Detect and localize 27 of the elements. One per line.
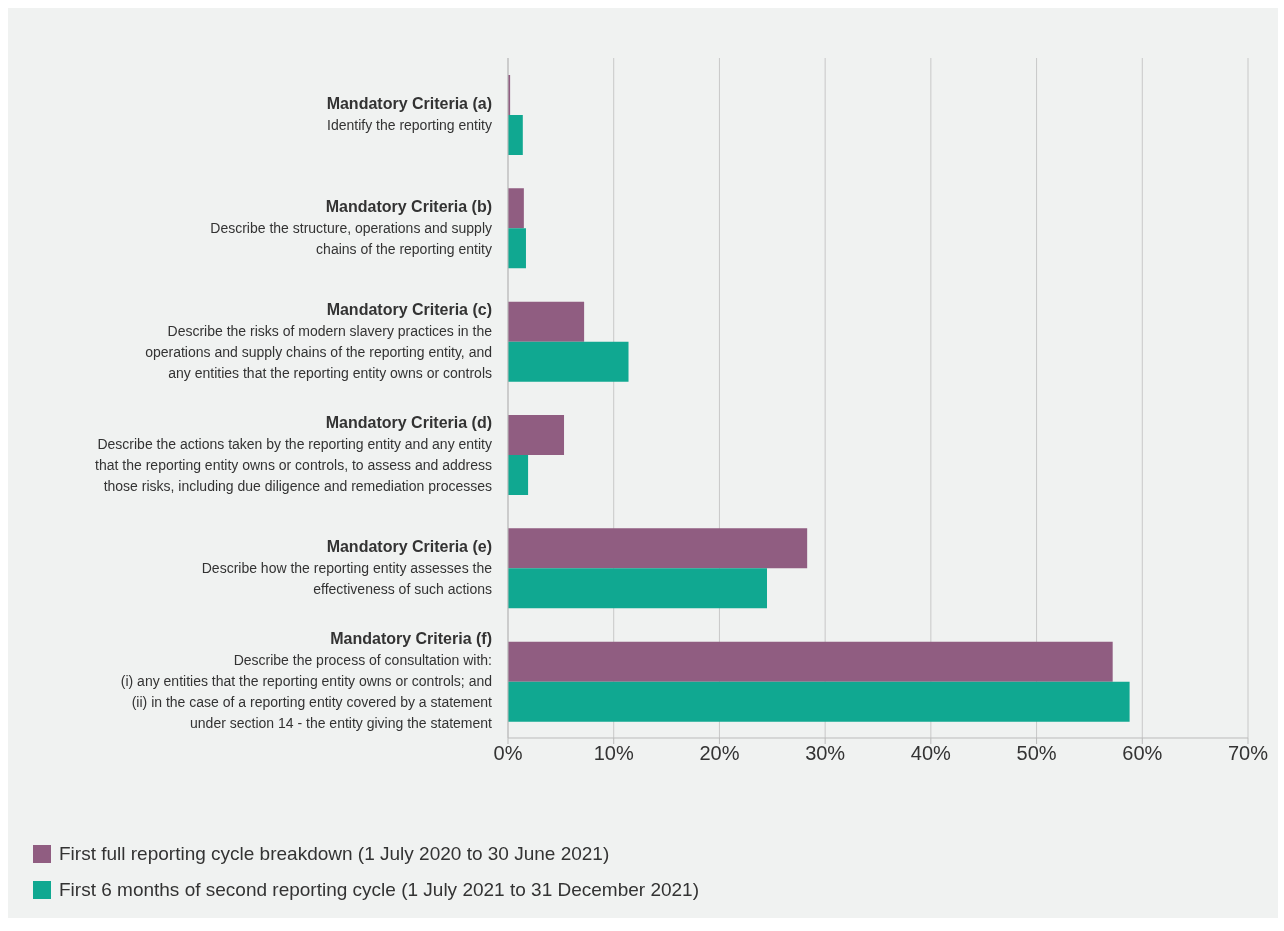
x-tick-label: 40% (910, 742, 952, 765)
bar (508, 115, 523, 155)
x-tick-label: 70% (1227, 742, 1269, 765)
y-tick-label: Mandatory Criteria (e) Describe how the reporting entity assesses the effectiveness of such actions (201, 538, 493, 597)
bar (508, 681, 1130, 722)
x-tick-label: 10% (593, 742, 634, 765)
y-tick-label: Mandatory Criteria (a) Identify the reporting entity (326, 95, 492, 134)
x-tick-label: 0% (493, 742, 523, 765)
legend-label: First full reporting cycle breakdown (1 July 2020 to 30 June 2021) (59, 843, 610, 865)
bar (508, 455, 529, 495)
x-tick-label: 30% (805, 742, 846, 765)
x-tick-label: 50% (1016, 742, 1057, 765)
x-tick-label: 60% (1122, 742, 1163, 765)
bar (508, 641, 1113, 682)
bar (508, 341, 629, 382)
bar (508, 528, 808, 569)
bar (508, 568, 767, 609)
bar (508, 188, 524, 229)
bar (508, 415, 565, 455)
x-tick-label: 20% (699, 742, 740, 765)
bar (508, 228, 526, 269)
y-tick-label: Mandatory Criteria (c) Describe the risks of modern slavery practices in the operations and supply chains of the reporting entity, and any entities that the reporting entity owns or controls (145, 300, 493, 381)
y-tick-label: Mandatory Criteria (f) Describe the process of consultation with: (i) any entities that the reporting entity owns or controls; and (ii) in the case of a reporting entity covered by a statement under section 14 - the entity giving the statement (120, 630, 493, 732)
y-tick-label: Mandatory Criteria (b) Describe the structure, operations and supply chains of the reporting entity (210, 198, 492, 257)
legend-label: First 6 months of second reporting cycle (1 July 2021 to 31 December 2021) (59, 879, 699, 901)
y-tick-label: Mandatory Criteria (d) Describe the actions taken by the reporting entity and any entity that the reporting entity owns or controls, to assess and address those risks, including due diligence and remediation processes (95, 414, 492, 495)
bar (508, 301, 585, 342)
